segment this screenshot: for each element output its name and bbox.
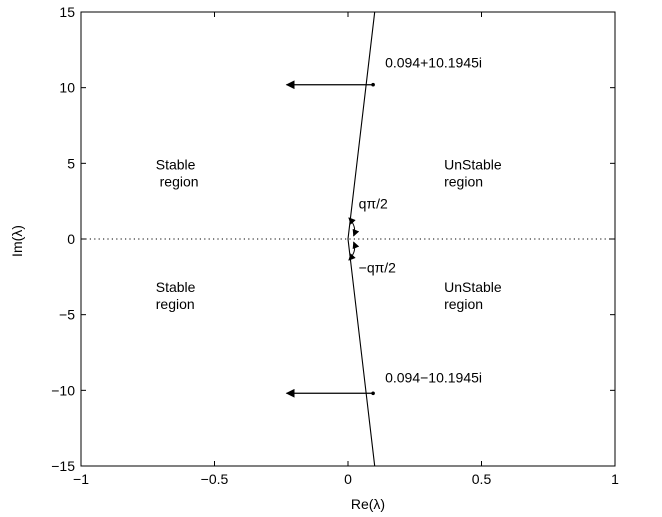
x-tick-label: 1 <box>611 471 619 487</box>
annotation-4: qπ/2 <box>359 196 388 212</box>
annotation-2: UnStable region <box>444 156 502 189</box>
annotation-5: −qπ/2 <box>359 259 397 275</box>
eigenvalue-label-1: 0.094−10.1945i <box>385 369 482 385</box>
boundary-line-0 <box>347 11 376 467</box>
y-tick-label: 10 <box>59 80 75 96</box>
annotation-line: qπ/2 <box>359 196 388 212</box>
x-tick-label: −0.5 <box>201 471 229 487</box>
x-tick-label: 0 <box>344 471 352 487</box>
eigenvalue-point-1 <box>371 391 375 396</box>
y-tick-label: 5 <box>67 155 75 171</box>
angle-arrow-1 <box>348 241 360 261</box>
annotation-line: region <box>444 173 483 189</box>
y-tick-label: −15 <box>51 458 75 474</box>
y-axis-label: Im(λ) <box>9 225 25 257</box>
y-tick-label: 0 <box>67 231 75 247</box>
annotation-line: −qπ/2 <box>359 259 397 275</box>
annotation-3: UnStable region <box>444 279 502 312</box>
annotation-line: UnStable <box>444 279 502 295</box>
annotation-0: Stable region <box>156 156 199 189</box>
angle-arrow-0 <box>348 217 360 237</box>
stability-boundary <box>347 11 376 467</box>
annotation-line: region <box>156 296 195 312</box>
annotation-line: Stable <box>156 156 196 172</box>
annotation-line: Stable <box>156 279 196 295</box>
y-tick-label: 15 <box>59 4 75 20</box>
annotation-line: region <box>156 173 199 189</box>
x-tick-label: 0.5 <box>472 471 492 487</box>
y-tick-label: −5 <box>59 307 75 323</box>
eigenvalue-point-0 <box>371 82 375 87</box>
y-tick-label: −10 <box>51 382 75 398</box>
eigenvalue-points: 0.094+10.1945i 0.094−10.1945i <box>371 55 482 396</box>
eigenvalue-label-0: 0.094+10.1945i <box>385 55 482 71</box>
arrows <box>285 80 374 398</box>
annotation-1: Stable region <box>156 279 196 312</box>
annotation-line: region <box>444 296 483 312</box>
x-tick-label: −1 <box>73 471 89 487</box>
ticks: −1 −0.5 0 0.5 1 −15 −10 −5 0 5 10 15 <box>51 4 619 487</box>
annotation-line: UnStable <box>444 156 502 172</box>
x-axis-label: Re(λ) <box>351 496 385 512</box>
